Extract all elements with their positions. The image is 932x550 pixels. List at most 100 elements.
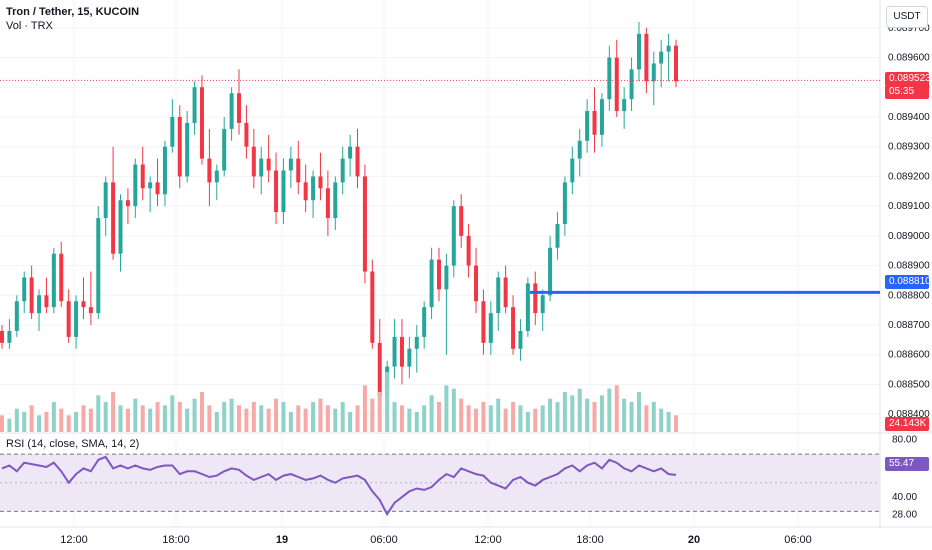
volume-bar [436, 402, 441, 432]
volume-bar [311, 402, 316, 432]
volume-bar [207, 405, 212, 432]
time-axis-label: 12:00 [60, 534, 88, 546]
volume-bar [503, 408, 508, 432]
volume-bar [7, 418, 12, 432]
candle-body [511, 307, 516, 349]
candle-body [266, 158, 271, 171]
candle-body [140, 164, 145, 189]
candle-countdown: 05:35 [885, 85, 929, 99]
volume-bar [362, 385, 367, 432]
candle-body [340, 158, 345, 183]
candle-body [674, 45, 678, 82]
volume-bar [629, 402, 634, 432]
candle-body [311, 176, 316, 201]
candle-body [362, 176, 367, 272]
volume-bar [133, 398, 138, 432]
time-axis-label: 20 [688, 534, 700, 546]
volume-legend: Vol · TRX [6, 20, 53, 32]
candle-body [133, 164, 138, 207]
candle-body [377, 342, 382, 397]
candle-body [577, 140, 582, 159]
volume-bar [14, 408, 19, 432]
candle-body [296, 158, 301, 183]
volume-bar [525, 412, 530, 432]
volume-bar [540, 405, 545, 432]
volume-bar [474, 408, 479, 432]
candle-body [22, 277, 27, 302]
candle-body [318, 176, 323, 189]
volume-bar [237, 405, 242, 432]
volume-bar [199, 392, 204, 432]
candle-body [599, 99, 604, 135]
volume-bar [140, 405, 145, 432]
volume-bar [548, 398, 553, 432]
volume-bar [185, 408, 190, 432]
candle-body [170, 116, 175, 147]
candle-body [281, 170, 286, 213]
price-tick-label: 0.089000 [888, 231, 930, 242]
candle-body [622, 99, 627, 112]
volume-bar [148, 408, 153, 432]
candle-body [81, 301, 86, 308]
volume-bar [340, 402, 345, 432]
candle-body [155, 182, 160, 195]
candle-body [244, 122, 249, 147]
candle-body [251, 146, 256, 177]
volume-bar [266, 408, 271, 432]
volume-bar [281, 402, 286, 432]
candle-body [496, 277, 501, 314]
candle-body [614, 57, 619, 112]
candle-body [474, 265, 479, 302]
volume-bar [296, 405, 301, 432]
volume-bar [259, 405, 264, 432]
candle-body [644, 33, 649, 82]
volume-bar [118, 405, 123, 432]
volume-bar [451, 388, 456, 432]
candle-body [481, 301, 486, 343]
candle-body [44, 295, 49, 308]
volume-bar [533, 408, 538, 432]
volume-bar [214, 412, 219, 432]
volume-bar [111, 392, 116, 432]
price-tick-label: 0.089100 [888, 201, 930, 212]
volume-bar [399, 405, 404, 432]
volume-bar [651, 402, 656, 432]
volume-bar [414, 412, 419, 432]
candle-body [192, 87, 197, 123]
volume-bar [229, 398, 234, 432]
candle-body [59, 253, 64, 302]
volume-bar [385, 372, 390, 432]
candle-body [629, 69, 634, 100]
candle-body [370, 271, 375, 343]
candle-body [14, 301, 19, 331]
candle-body [214, 170, 219, 183]
volume-bar [37, 415, 42, 432]
price-tick-label: 0.088500 [888, 379, 930, 390]
volume-bar [585, 398, 590, 432]
volume-bar [518, 405, 523, 432]
time-axis-label: 12:00 [474, 534, 502, 546]
volume-bar [81, 405, 86, 432]
volume-bar [66, 415, 71, 432]
volume-bar [162, 405, 167, 432]
candle-body [222, 128, 227, 171]
volume-bar [348, 412, 353, 432]
candle-body [96, 218, 101, 314]
horizontal-line-price-tag: 0.088810 [885, 275, 931, 289]
volume-bar [614, 385, 619, 432]
candle-body [451, 206, 456, 266]
candle-body [29, 277, 34, 314]
volume-bar [562, 392, 567, 432]
candle-body [207, 158, 212, 183]
candle-body [125, 200, 130, 207]
candle-body [540, 295, 545, 314]
candle-body [459, 206, 464, 236]
candle-body [348, 146, 353, 159]
candle-body [636, 33, 641, 70]
candle-body [436, 259, 441, 290]
price-tick-label: 0.089600 [888, 53, 930, 64]
currency-button[interactable]: USDT [886, 6, 928, 28]
candle-body [651, 63, 656, 82]
volume-bar [177, 402, 182, 432]
